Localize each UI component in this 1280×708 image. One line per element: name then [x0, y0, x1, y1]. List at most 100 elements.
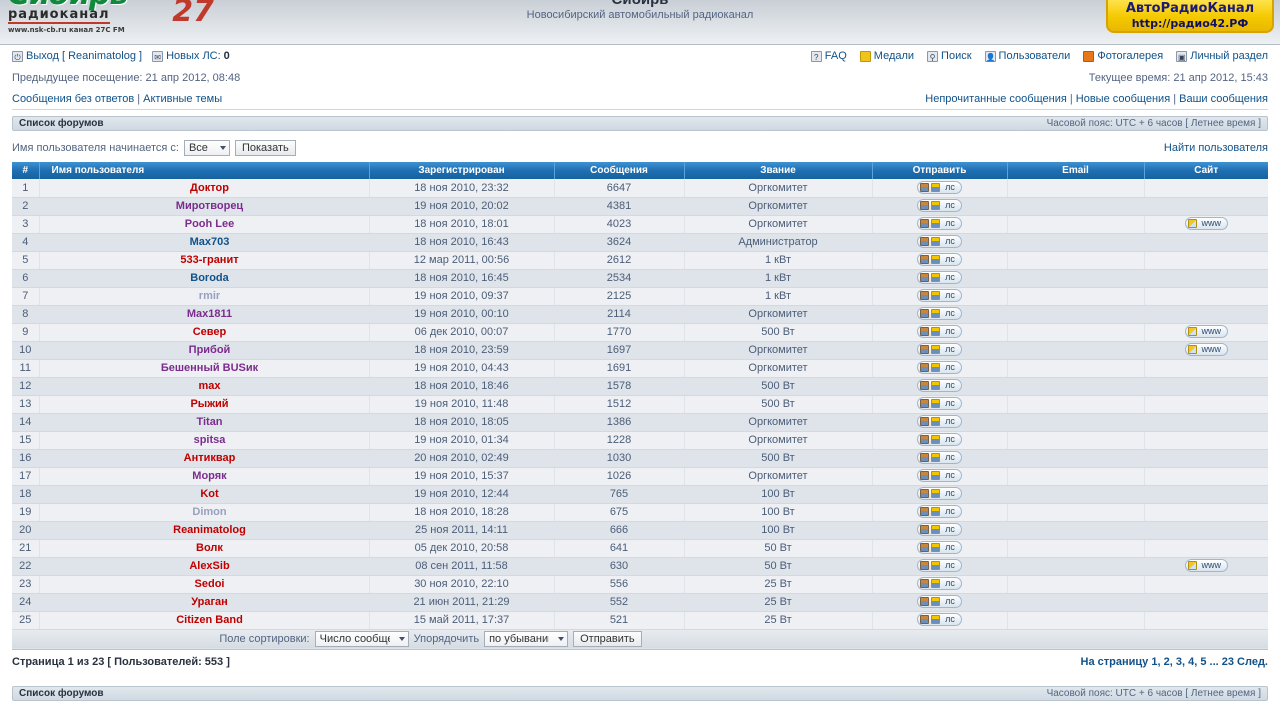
unanswered-posts-link[interactable]: Сообщения без ответов [12, 93, 135, 105]
nav-item-medals[interactable]: Медали [859, 50, 915, 62]
new-pm-label[interactable]: Новых ЛС: [166, 50, 221, 62]
username-link[interactable]: 533-гранит [180, 254, 239, 266]
nav-item-search[interactable]: ⚲ Поиск [927, 50, 972, 62]
col-header-send[interactable]: Отправить [872, 162, 1008, 179]
pagination-page-1[interactable]: 1 [1151, 655, 1158, 668]
send-pm-button[interactable]: лс [917, 289, 962, 302]
username-link[interactable]: Dimon [192, 506, 227, 518]
send-pm-button[interactable]: лс [917, 541, 962, 554]
show-button[interactable]: Показать [234, 140, 296, 156]
nav-item-gallery[interactable]: Фотогалерея [1083, 50, 1163, 62]
username-link[interactable]: Ураган [191, 596, 228, 608]
send-pm-button[interactable]: лс [917, 487, 962, 500]
nav-item-medals-label[interactable]: Медали [873, 50, 915, 62]
your-posts-link[interactable]: Ваши сообщения [1179, 93, 1268, 105]
col-header-rank[interactable]: Звание [684, 162, 873, 179]
col-header-posts[interactable]: Сообщения [554, 162, 685, 179]
username-link[interactable]: Titan [196, 416, 223, 428]
pagination-page-5[interactable]: 5 [1200, 655, 1207, 668]
send-pm-button[interactable]: лс [917, 433, 962, 446]
nav-item-profile-label[interactable]: Личный раздел [1190, 50, 1268, 62]
send-pm-button[interactable]: лс [917, 361, 962, 374]
logout-link[interactable]: ⏻ Выход [ Reanimatolog ] [12, 50, 142, 62]
pagination-page-2[interactable]: 2 [1163, 655, 1170, 668]
sort-submit-button[interactable]: Отправить [573, 631, 642, 647]
pagination-page-3[interactable]: 3 [1175, 655, 1182, 668]
username-link[interactable]: Reanimatolog [173, 524, 246, 536]
sort-order-select-wrap[interactable]: по убыванию [484, 631, 569, 647]
username-link[interactable]: Север [192, 326, 227, 338]
site-logo-left[interactable]: Сибирь радиоканал 27 www.nsk-cb.ru канал… [8, 0, 218, 42]
username-filter-select-wrap[interactable]: Все [183, 140, 230, 156]
pagination-page-last[interactable]: 23 [1221, 655, 1234, 668]
pagination-page-4[interactable]: 4 [1188, 655, 1195, 668]
send-pm-button[interactable]: лс [917, 595, 962, 608]
username-link[interactable]: Max703 [189, 236, 230, 248]
send-pm-button[interactable]: лс [917, 559, 962, 572]
send-pm-button[interactable]: лс [917, 613, 962, 626]
col-header-email[interactable]: Email [1007, 162, 1145, 179]
username-link[interactable]: Миротворец [175, 200, 244, 212]
username-link[interactable]: Kot [200, 488, 219, 500]
breadcrumb-forum-index-link[interactable]: Список форумов [19, 118, 104, 129]
send-pm-button[interactable]: лс [917, 451, 962, 464]
username-link[interactable]: Прибой [188, 344, 231, 356]
send-pm-button[interactable]: лс [917, 379, 962, 392]
website-button[interactable]: www [1184, 343, 1228, 356]
username-link[interactable]: rmir [198, 290, 221, 302]
unread-posts-link[interactable]: Непрочитанные сообщения [925, 93, 1067, 105]
send-pm-button[interactable]: лс [917, 307, 962, 320]
col-header-website[interactable]: Сайт [1144, 162, 1268, 179]
username-link[interactable]: AlexSib [189, 560, 230, 572]
username-link[interactable]: spitsa [193, 434, 226, 446]
send-pm-button[interactable]: лс [917, 235, 962, 248]
username-link[interactable]: Рыжий [190, 398, 229, 410]
website-button[interactable]: www [1184, 325, 1228, 338]
send-pm-button[interactable]: лс [917, 523, 962, 536]
username-link[interactable]: Boroda [190, 272, 229, 284]
new-pm-link[interactable]: ✉ Новых ЛС: 0 [152, 50, 230, 62]
pagination-next-link[interactable]: След. [1237, 655, 1268, 668]
sort-order-select[interactable]: по убыванию [484, 631, 569, 647]
website-button[interactable]: www [1184, 217, 1228, 230]
username-link[interactable]: Citizen Band [176, 614, 243, 626]
nav-item-users-label[interactable]: Пользователи [998, 50, 1071, 62]
send-pm-button[interactable]: лс [917, 505, 962, 518]
username-link[interactable]: Бешенный BUSик [160, 362, 259, 374]
find-user-link[interactable]: Найти пользователя [1163, 142, 1268, 154]
new-posts-link[interactable]: Новые сообщения [1075, 93, 1171, 105]
col-header-username[interactable]: Имя пользователя [39, 162, 370, 179]
username-link[interactable]: Pooh Lee [184, 218, 235, 230]
send-pm-button[interactable]: лс [917, 325, 962, 338]
username-link[interactable]: Антиквар [183, 452, 236, 464]
send-pm-button[interactable]: лс [917, 577, 962, 590]
send-pm-button[interactable]: лс [917, 469, 962, 482]
username-link[interactable]: Max1811 [186, 308, 233, 320]
send-pm-button[interactable]: лс [917, 415, 962, 428]
sort-field-select-wrap[interactable]: Число сообщений [314, 631, 409, 647]
col-header-registered[interactable]: Зарегистрирован [369, 162, 555, 179]
nav-item-gallery-label[interactable]: Фотогалерея [1097, 50, 1164, 62]
nav-item-users[interactable]: 👤 Пользователи [984, 50, 1071, 62]
send-pm-button[interactable]: лс [917, 199, 962, 212]
sort-field-select[interactable]: Число сообщений [314, 631, 409, 647]
nav-item-faq[interactable]: ? FAQ [810, 50, 847, 62]
username-link[interactable]: max [198, 380, 221, 392]
active-topics-link[interactable]: Активные темы [143, 93, 223, 105]
send-pm-button[interactable]: лс [917, 180, 962, 194]
username-link[interactable]: Волк [196, 542, 223, 554]
username-link[interactable]: Sedoi [194, 578, 225, 590]
send-pm-button[interactable]: лс [917, 397, 962, 410]
send-pm-button[interactable]: лс [917, 271, 962, 284]
username-link[interactable]: Доктор [190, 181, 229, 194]
col-header-number[interactable]: # [12, 162, 40, 179]
send-pm-button[interactable]: лс [917, 253, 962, 266]
username-link[interactable]: Моряк [192, 470, 227, 482]
send-pm-button[interactable]: лс [917, 217, 962, 230]
nav-item-search-label[interactable]: Поиск [941, 50, 972, 62]
logout-label[interactable]: Выход [ Reanimatolog ] [26, 50, 143, 62]
website-button[interactable]: www [1184, 559, 1228, 572]
nav-item-profile[interactable]: ▣ Личный раздел [1176, 50, 1268, 62]
breadcrumb-bottom-forum-index-link[interactable]: Список форумов [19, 687, 104, 699]
nav-item-faq-label[interactable]: FAQ [824, 50, 847, 62]
